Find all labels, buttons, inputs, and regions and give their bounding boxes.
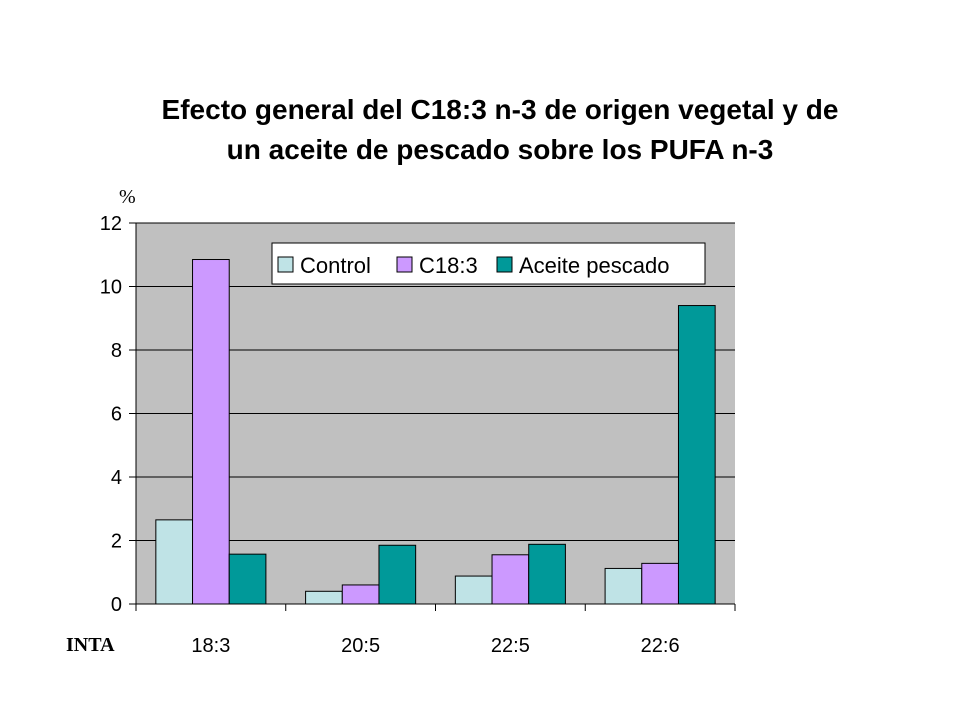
x-tick-label: 22:6 [641, 635, 680, 657]
legend-label: Control [300, 253, 371, 278]
bars [155, 259, 716, 605]
legend-swatch-aceite-pescado [496, 256, 513, 273]
y-tick-label: 10 [100, 277, 122, 299]
bar-control-22-6 [604, 567, 643, 605]
tick-labels: 0 2 4 6 8 10 12 18:3 20:5 22:5 22:6 [100, 213, 680, 657]
y-axis-unit-label: % [119, 186, 136, 208]
axes [129, 222, 736, 611]
y-tick-label: 2 [111, 531, 122, 553]
y-tick-label: 0 [111, 594, 122, 616]
legend-swatch-control [277, 256, 294, 273]
source-label: INTA [66, 634, 115, 656]
bar-c18-3-22-5 [491, 554, 530, 605]
bar-aceite-pescado-22-5 [528, 543, 566, 605]
legend-box [271, 242, 706, 285]
bar-control-20-5 [305, 590, 343, 605]
chart-title-line-2: un aceite de pescado sobre los PUFA n-3 [226, 134, 774, 165]
bar-aceite-pescado-20-5 [378, 544, 417, 605]
bar-control-22-5 [454, 575, 493, 605]
x-tick-label: 20:5 [341, 635, 380, 657]
legend: Control C18:3 Aceite pescado [271, 242, 706, 285]
x-tick-label: 22:5 [491, 635, 530, 657]
y-tick-label: 4 [111, 467, 122, 489]
bar-control-18-3 [155, 519, 194, 605]
bar-aceite-pescado-22-6 [677, 305, 716, 605]
legend-swatch-c18-3 [396, 256, 413, 273]
y-tick-label: 6 [111, 404, 122, 426]
gridlines [136, 222, 735, 541]
x-tick-label: 18:3 [191, 635, 230, 657]
legend-label: Aceite pescado [519, 253, 669, 278]
legend-label: C18:3 [419, 253, 478, 278]
chart-title: Efecto general del C18:3 n-3 de origen v… [60, 90, 940, 170]
bar-c18-3-18-3 [192, 259, 230, 605]
bar-c18-3-20-5 [341, 584, 380, 605]
bar-aceite-pescado-18-3 [228, 553, 267, 605]
bar-c18-3-22-6 [641, 562, 679, 605]
y-tick-label: 12 [100, 213, 122, 235]
chart-title-line-1: Efecto general del C18:3 n-3 de origen v… [161, 94, 839, 125]
y-tick-label: 8 [111, 340, 122, 362]
